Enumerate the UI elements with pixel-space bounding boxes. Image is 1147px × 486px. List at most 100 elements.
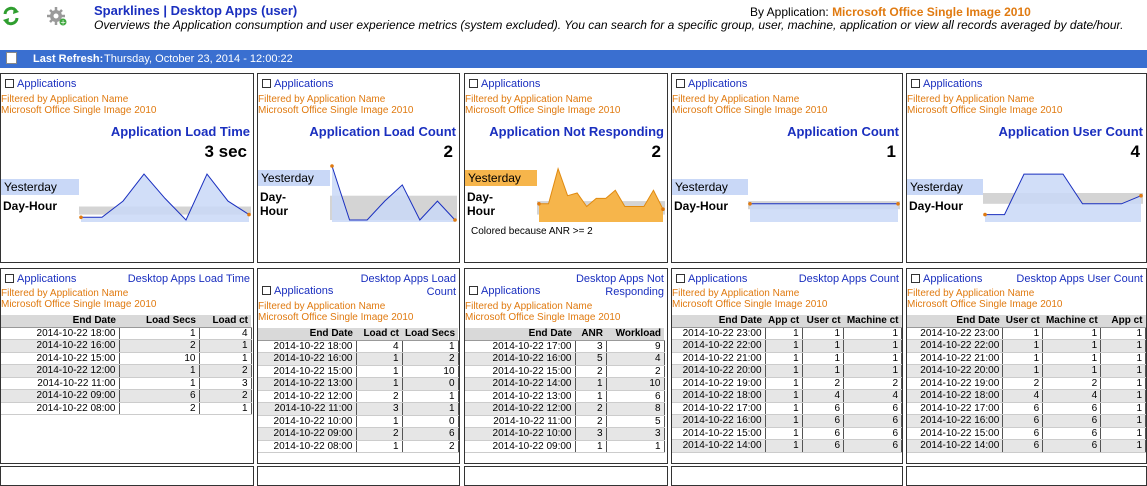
filter-label: Filtered by Application Name xyxy=(1,288,129,299)
column-header[interactable]: Workload xyxy=(606,328,664,341)
applications-link[interactable]: Applications xyxy=(5,78,76,90)
table-cell: 6 xyxy=(843,427,902,440)
column-header[interactable]: End Date xyxy=(258,328,356,341)
table-cell: 2 xyxy=(199,389,252,403)
column-header[interactable]: App ct xyxy=(1100,315,1146,328)
applications-link[interactable]: Applications xyxy=(5,273,76,285)
popout-icon[interactable] xyxy=(262,79,271,88)
day-hour-label: Day-Hour xyxy=(909,199,964,213)
popout-icon[interactable] xyxy=(5,79,14,88)
popout-icon[interactable] xyxy=(676,274,685,283)
table-cell: 6 xyxy=(1002,427,1044,440)
table-cell: 2 xyxy=(119,339,200,353)
table-row: 2014-10-22 17:00 3 9 xyxy=(465,340,665,353)
page-description: Overviews the Application consumption an… xyxy=(94,18,1124,32)
table-cell: 4 xyxy=(802,389,845,403)
table-cell: 5 xyxy=(575,352,607,366)
table-cell: 2014-10-22 16:00 xyxy=(907,414,1004,428)
applications-link[interactable]: Applications xyxy=(469,78,540,90)
metric-title: Application User Count xyxy=(998,124,1143,139)
yesterday-label: Yesterday xyxy=(907,179,983,195)
table-cell: 10 xyxy=(119,352,200,365)
table-row: 2014-10-22 18:00 4 4 1 xyxy=(907,389,1146,403)
popout-icon[interactable] xyxy=(469,286,478,295)
table-cell: 1 xyxy=(843,339,902,353)
day-hour-label: Day-Hour xyxy=(260,190,288,218)
column-header[interactable]: Machine ct xyxy=(843,315,902,328)
applications-link[interactable]: Applications xyxy=(911,78,982,90)
yesterday-label: Yesterday xyxy=(1,179,79,195)
popout-icon[interactable] xyxy=(676,79,685,88)
refresh-checkbox[interactable] xyxy=(6,52,17,64)
applications-link[interactable]: Applications xyxy=(911,273,982,285)
data-table: End Date Load ct Load Secs 2014-10-22 18:00… xyxy=(258,328,459,453)
applications-link[interactable]: Applications xyxy=(262,78,333,90)
table-cell: 3 xyxy=(356,402,403,416)
settings-gear-icon[interactable]: + xyxy=(47,6,67,27)
table-cell: 2014-10-22 15:00 xyxy=(258,365,357,378)
column-header[interactable]: End Date xyxy=(1,315,119,328)
table-cell: 2014-10-22 18:00 xyxy=(672,389,766,403)
day-label: Day- xyxy=(467,190,494,204)
sparkline-panel: Applications Filtered by Application Nam… xyxy=(0,73,254,263)
table-cell: 1 xyxy=(765,377,803,390)
table-cell: 5 xyxy=(606,415,665,428)
popout-icon[interactable] xyxy=(911,79,920,88)
applications-link[interactable]: Applications xyxy=(262,285,333,297)
filter-value: Microsoft Office Single Image 2010 xyxy=(465,312,621,323)
column-header[interactable]: User ct xyxy=(1002,315,1043,328)
table-cell: 2014-10-22 12:00 xyxy=(258,390,357,403)
table-cell: 2014-10-22 11:00 xyxy=(465,415,576,428)
table-cell: 2014-10-22 15:00 xyxy=(1,352,120,365)
table-title-link[interactable]: Desktop Apps Not Responding xyxy=(576,273,664,299)
table-title-link[interactable]: Desktop Apps Count xyxy=(799,273,899,286)
applications-link[interactable]: Applications xyxy=(469,285,540,297)
column-header[interactable]: End Date xyxy=(907,315,1003,328)
data-table: End Date User ct Machine ct App ct 2014-10-2… xyxy=(907,315,1146,453)
table-cell: 1 xyxy=(843,327,902,340)
popout-icon[interactable] xyxy=(5,274,14,283)
popout-icon[interactable] xyxy=(911,274,920,283)
column-header[interactable]: App ct xyxy=(765,315,803,328)
table-cell: 6 xyxy=(1042,402,1102,415)
table-cell: 2014-10-22 17:00 xyxy=(907,402,1004,415)
table-title-link[interactable]: Desktop Apps User Count xyxy=(1016,273,1143,286)
day-hour-label: Day-Hour xyxy=(3,199,58,213)
filter-value: Microsoft Office Single Image 2010 xyxy=(672,105,828,116)
table-cell: 2014-10-22 14:00 xyxy=(907,439,1004,453)
column-header[interactable]: User ct xyxy=(802,315,844,328)
column-header[interactable]: Load Secs xyxy=(119,315,199,328)
data-table: End Date Load Secs Load ct 2014-10-22 18:00… xyxy=(1,315,252,415)
column-header[interactable]: End Date xyxy=(465,328,575,341)
column-header[interactable]: Load Secs xyxy=(402,328,459,341)
popout-icon[interactable] xyxy=(262,286,271,295)
column-header[interactable]: Load ct xyxy=(199,315,251,328)
application-filter-value[interactable]: Microsoft Office Single Image 2010 xyxy=(832,5,1031,19)
column-header[interactable]: Machine ct xyxy=(1042,315,1101,328)
column-header[interactable]: End Date xyxy=(672,315,766,328)
next-row-panel xyxy=(0,466,254,486)
popout-icon[interactable] xyxy=(469,79,478,88)
applications-link[interactable]: Applications xyxy=(676,273,747,285)
table-title-link[interactable]: Desktop Apps Load Time xyxy=(128,273,250,286)
metric-value: 3 sec xyxy=(204,142,247,161)
table-cell: 1 xyxy=(356,415,403,428)
table-cell: 1 xyxy=(1002,339,1044,353)
table-cell: 1 xyxy=(199,402,252,415)
table-cell: 1 xyxy=(843,352,902,365)
sparkline-endpoint xyxy=(748,202,752,206)
applications-link-label: Applications xyxy=(688,273,748,285)
table-cell: 1 xyxy=(802,352,845,365)
table-cell: 4 xyxy=(1002,389,1044,403)
applications-link[interactable]: Applications xyxy=(676,78,747,90)
filter-value: Microsoft Office Single Image 2010 xyxy=(258,105,414,116)
table-title-link[interactable]: Desktop Apps Load Count xyxy=(361,273,456,299)
column-header[interactable]: ANR xyxy=(575,328,606,341)
column-header[interactable]: Load ct xyxy=(356,328,402,341)
table-cell: 1 xyxy=(765,339,803,353)
data-table-panel: Applications Desktop Apps Load Time Filt… xyxy=(0,268,254,464)
table-cell: 1 xyxy=(1042,352,1102,365)
refresh-icon[interactable] xyxy=(2,6,20,26)
table-cell: 1 xyxy=(1100,352,1146,365)
next-row-panel xyxy=(464,466,668,486)
